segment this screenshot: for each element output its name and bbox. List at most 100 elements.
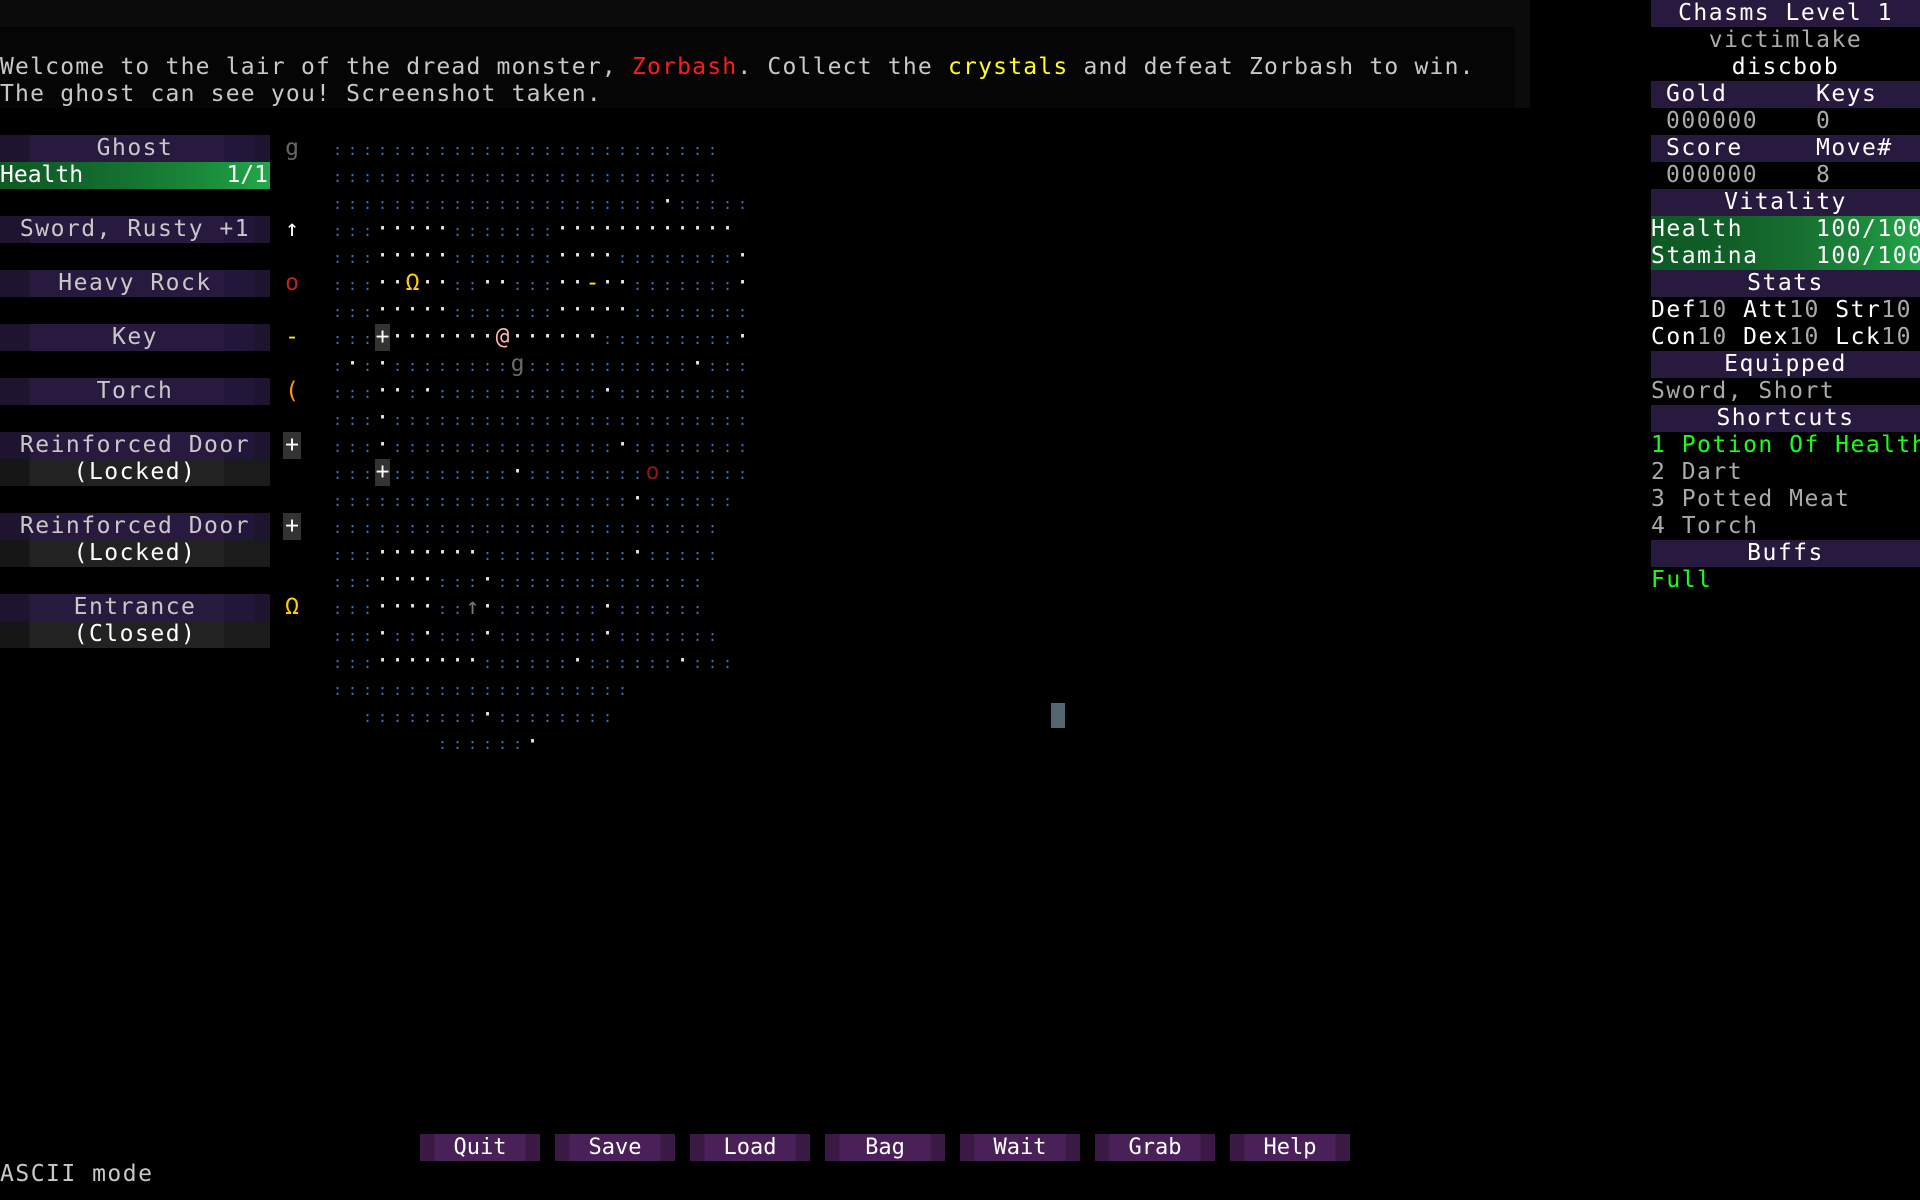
map-cell-wall: : bbox=[437, 492, 448, 510]
map-cell-wall: : bbox=[512, 222, 523, 240]
map-cell-wall: : bbox=[332, 276, 343, 294]
map-cell-floor: · bbox=[390, 297, 405, 323]
map-cell-wall: : bbox=[407, 627, 418, 645]
map-cell-wall: : bbox=[482, 519, 493, 537]
equipped-item[interactable]: Sword, Short bbox=[1651, 378, 1836, 404]
map-cell-wall: : bbox=[617, 357, 628, 375]
map-cell-wall: : bbox=[662, 438, 673, 456]
map-cell-wall: : bbox=[497, 681, 508, 699]
map-cell-wall: : bbox=[647, 519, 658, 537]
map-row: :::::: · bbox=[330, 729, 540, 756]
map-cell-wall: : bbox=[707, 249, 718, 267]
map-cell-floor: · bbox=[420, 567, 435, 593]
map-cell-wall: : bbox=[482, 168, 493, 186]
map-cell-wall: : bbox=[602, 195, 613, 213]
entrance-icon: Ω bbox=[285, 594, 299, 620]
help-button[interactable]: Help bbox=[1230, 1134, 1350, 1161]
item-sword[interactable]: Sword, Rusty +1 bbox=[0, 216, 270, 243]
map-cell-floor: · bbox=[615, 216, 630, 242]
map-cell-wall: : bbox=[677, 195, 688, 213]
stat-label: Att bbox=[1743, 297, 1790, 323]
map-cell-wall: : bbox=[527, 276, 538, 294]
load-button[interactable]: Load bbox=[690, 1134, 810, 1161]
map-cell-wall: : bbox=[677, 249, 688, 267]
item-key[interactable]: Key bbox=[0, 324, 270, 351]
map-cell-floor: · bbox=[390, 324, 405, 350]
map-cell-wall: : bbox=[587, 438, 598, 456]
map-cell-floor: · bbox=[435, 270, 450, 296]
map-cell-floor: · bbox=[345, 351, 360, 377]
map-cell-wall: : bbox=[662, 654, 673, 672]
map-cell-wall: : bbox=[482, 465, 493, 483]
map-cell-floor: · bbox=[405, 324, 420, 350]
door-icon: + bbox=[283, 432, 301, 459]
target-name[interactable]: Ghost bbox=[0, 135, 270, 162]
map-cell-floor: · bbox=[600, 297, 615, 323]
map-cell-wall: : bbox=[347, 654, 358, 672]
map-cell-wall: : bbox=[647, 627, 658, 645]
keys-value: 0 bbox=[1816, 108, 1832, 134]
item-entrance[interactable]: Entrance bbox=[0, 594, 270, 621]
map-cell-wall: : bbox=[632, 276, 643, 294]
map-cell-wall: : bbox=[572, 411, 583, 429]
map-cell-floor: · bbox=[390, 540, 405, 566]
item-torch[interactable]: Torch bbox=[0, 378, 270, 405]
map-cell-wall: : bbox=[587, 411, 598, 429]
stat-value: 10 bbox=[1697, 324, 1728, 350]
map-cell-wall: : bbox=[722, 357, 733, 375]
save-button[interactable]: Save bbox=[555, 1134, 675, 1161]
shortcut-item[interactable]: 2 Dart bbox=[1651, 459, 1744, 485]
shortcut-item[interactable]: 4 Torch bbox=[1651, 513, 1759, 539]
grab-button[interactable]: Grab bbox=[1095, 1134, 1215, 1161]
shortcut-item[interactable]: 1 Potion Of Health bbox=[1651, 432, 1920, 458]
map-cell-floor: · bbox=[375, 243, 390, 269]
wait-button[interactable]: Wait bbox=[960, 1134, 1080, 1161]
bag-button[interactable]: Bag bbox=[825, 1134, 945, 1161]
quit-button[interactable]: Quit bbox=[420, 1134, 540, 1161]
message-line: Welcome to the lair of the dread monster… bbox=[0, 54, 1475, 81]
map-row: ::: ····:: ↑·::::::: ·:::::: bbox=[330, 594, 705, 621]
item-reinforced-door[interactable]: Reinforced Door bbox=[0, 513, 270, 540]
map-cell-wall: : bbox=[542, 195, 553, 213]
map-cell-wall: : bbox=[482, 654, 493, 672]
door-icon: + bbox=[283, 513, 301, 540]
map-cell-wall: : bbox=[542, 492, 553, 510]
map-cell-wall: : bbox=[707, 330, 718, 348]
map-cell-wall: : bbox=[707, 357, 718, 375]
map-cell-wall: : bbox=[377, 141, 388, 159]
stat-value: 10 bbox=[1789, 297, 1820, 323]
map-cell-wall: : bbox=[452, 141, 463, 159]
map-cell-wall: : bbox=[542, 654, 553, 672]
map-cell-wall: : bbox=[422, 195, 433, 213]
map-row: ::: ·:: ·::: ·::::::: ·::::::: bbox=[330, 621, 720, 648]
map-cell-wall: : bbox=[692, 573, 703, 591]
map-cell-wall: : bbox=[602, 465, 613, 483]
map-cell-wall: : bbox=[692, 627, 703, 645]
map-cell-wall: : bbox=[452, 573, 463, 591]
map-cell-wall: : bbox=[332, 357, 343, 375]
map-cell-floor: · bbox=[420, 621, 435, 647]
rock-icon: o bbox=[285, 270, 299, 296]
map-cell-wall: : bbox=[527, 249, 538, 267]
map-cell-wall: : bbox=[512, 708, 523, 726]
map-cell-wall: : bbox=[467, 168, 478, 186]
map-cell-wall: : bbox=[647, 168, 658, 186]
map-cell-wall: : bbox=[347, 141, 358, 159]
map-cell-wall: : bbox=[347, 222, 358, 240]
map-cell-wall: : bbox=[527, 546, 538, 564]
map-cell-wall: : bbox=[407, 195, 418, 213]
map-cell-floor: · bbox=[375, 648, 390, 674]
monster-name: Zorbash bbox=[631, 54, 738, 80]
map-cell-floor: · bbox=[375, 594, 390, 620]
map-empty bbox=[405, 729, 420, 756]
shortcut-item[interactable]: 3 Potted Meat bbox=[1651, 486, 1851, 512]
map-cell-door: + bbox=[375, 324, 390, 351]
map-row: ::: ·····::::::: ············ bbox=[330, 216, 735, 243]
map-cell-wall: : bbox=[392, 411, 403, 429]
item-reinforced-door[interactable]: Reinforced Door bbox=[0, 432, 270, 459]
map-cell-wall: : bbox=[662, 168, 673, 186]
player-class: discbob bbox=[1731, 54, 1840, 80]
map-cell-wall: : bbox=[392, 627, 403, 645]
item-heavy-rock[interactable]: Heavy Rock bbox=[0, 270, 270, 297]
map-cell-wall: : bbox=[497, 708, 508, 726]
